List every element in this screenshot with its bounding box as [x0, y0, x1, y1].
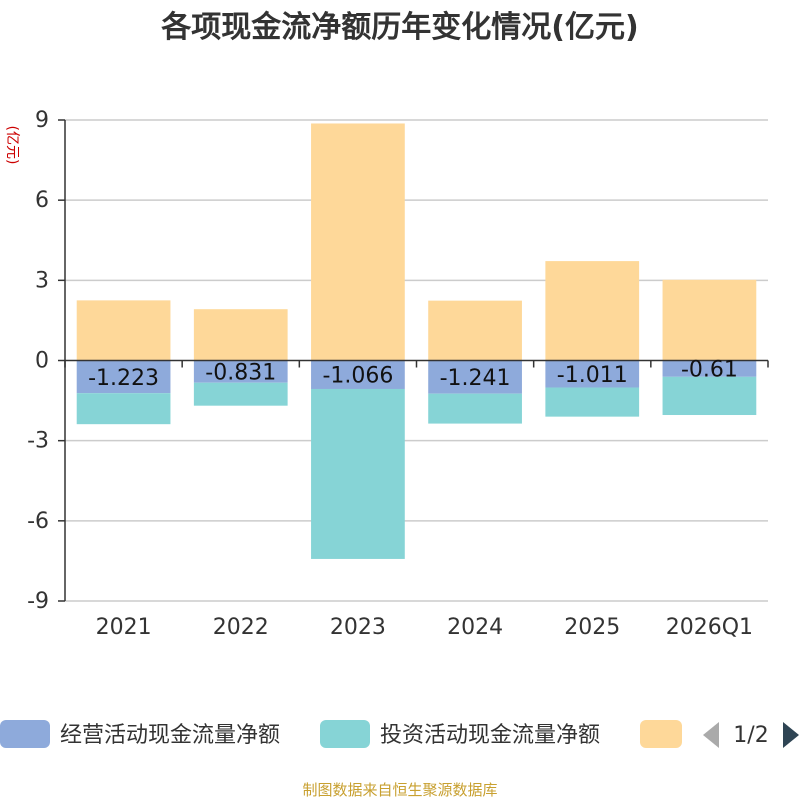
- grid: [65, 119, 768, 602]
- bar-2025-series0[interactable]: [545, 360, 640, 388]
- y-tick-label: -9: [27, 589, 49, 614]
- bar-value-label: -1.011: [557, 363, 628, 388]
- bar-2024-series0[interactable]: [428, 360, 522, 394]
- legend: 经营活动现金流量净额 投资活动现金流量净额 1/2: [0, 720, 799, 748]
- bar-2026Q1-series0[interactable]: [662, 360, 757, 377]
- chart-title: 各项现金流净额历年变化情况(亿元): [160, 10, 638, 45]
- bar-2026Q1-series1[interactable]: [662, 376, 757, 416]
- x-tick-label: 2023: [330, 615, 386, 640]
- bar-2024-series1[interactable]: [428, 393, 522, 424]
- bar-2022-series2[interactable]: [193, 309, 288, 361]
- x-tick-label: 2021: [96, 615, 152, 640]
- data-labels: -1.223 -0.831 -1.066 -1.241 -1.011 -0.61: [88, 358, 738, 391]
- bar-2024-series2[interactable]: [428, 300, 522, 361]
- bar-2021-series0[interactable]: [76, 360, 171, 394]
- axes: 9 6 3 0 -3 -6 -9 2021 2022 2023 2024 2025 2026Q1: [27, 108, 769, 640]
- bar-2022-series0[interactable]: [193, 360, 288, 383]
- legend-prev-page-icon[interactable]: [703, 722, 719, 748]
- legend-swatch-investing[interactable]: [320, 720, 370, 748]
- legend-page-indicator: 1/2: [733, 723, 768, 748]
- bar-value-label: -0.831: [205, 361, 276, 386]
- legend-label-operating[interactable]: 经营活动现金流量净额: [60, 723, 280, 748]
- bar-value-label: -1.223: [88, 366, 159, 391]
- bar-2025-series1[interactable]: [545, 387, 640, 417]
- bar-2023-series1[interactable]: [311, 388, 405, 559]
- bar-2025-series2[interactable]: [545, 261, 640, 361]
- bar-2026Q1-series2[interactable]: [662, 279, 757, 361]
- y-tick-label: -3: [27, 429, 49, 454]
- x-tick-label: 2022: [213, 615, 269, 640]
- bar-2023-series0[interactable]: [311, 360, 405, 389]
- y-tick-label: 3: [35, 268, 49, 293]
- y-tick-label: 0: [35, 349, 49, 374]
- legend-label-investing[interactable]: 投资活动现金流量净额: [380, 723, 600, 748]
- bars: [76, 123, 757, 559]
- y-tick-label: -6: [27, 509, 49, 534]
- y-tick-label: 9: [35, 108, 49, 133]
- legend-swatch-financing[interactable]: [640, 720, 682, 748]
- x-tick-label: 2026Q1: [666, 615, 753, 640]
- bar-2021-series2[interactable]: [76, 300, 171, 361]
- y-axis-unit-label: (亿元): [4, 126, 20, 165]
- bar-value-label: -1.066: [322, 364, 393, 389]
- bar-2023-series2[interactable]: [311, 123, 405, 361]
- bar-value-label: -1.241: [440, 366, 511, 391]
- x-tick-label: 2025: [564, 615, 620, 640]
- y-tick-label: 6: [35, 188, 49, 213]
- bar-value-label: -0.61: [681, 358, 738, 383]
- source-note: 制图数据来自恒生聚源数据库: [302, 781, 497, 799]
- legend-next-page-icon[interactable]: [783, 722, 799, 748]
- x-tick-label: 2024: [447, 615, 503, 640]
- legend-swatch-operating[interactable]: [0, 720, 50, 748]
- bar-2022-series1[interactable]: [193, 382, 288, 406]
- bar-2021-series1[interactable]: [76, 393, 171, 425]
